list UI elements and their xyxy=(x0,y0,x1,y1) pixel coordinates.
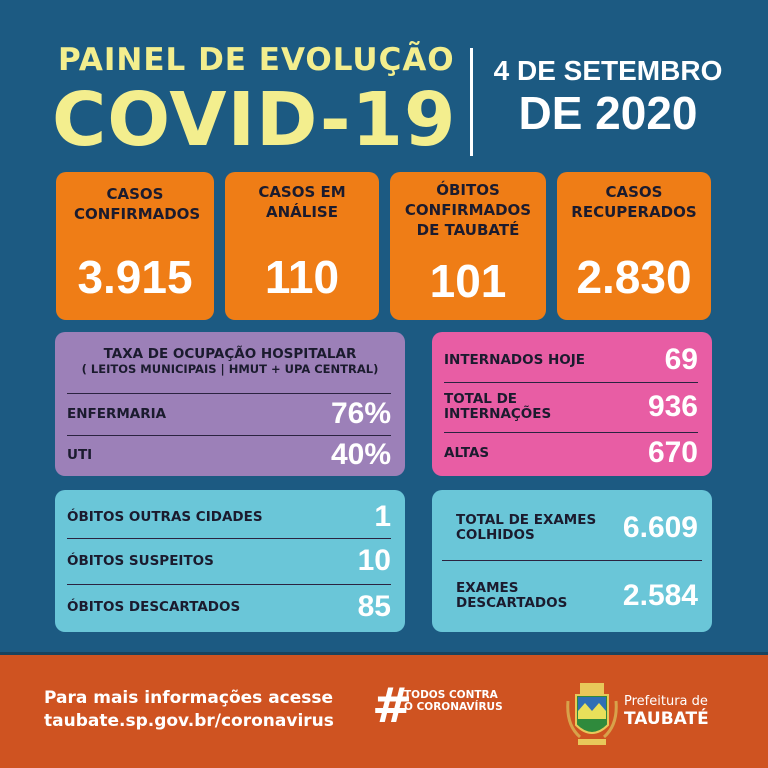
row-label: TOTAL DE EXAMES COLHIDOS xyxy=(456,512,597,543)
occupancy-panel: TAXA DE OCUPAÇÃO HOSPITALAR ( LEITOS MUN… xyxy=(55,332,405,476)
row-label: TOTAL DE INTERNAÇÕES xyxy=(444,391,552,422)
row-label: ÓBITOS DESCARTADOS xyxy=(67,599,241,615)
occupancy-title: TAXA DE OCUPAÇÃO HOSPITALAR xyxy=(103,346,357,362)
card-label: CASOS EM ANÁLISE xyxy=(258,183,346,221)
deaths-row: ÓBITOS OUTRAS CIDADES 1 xyxy=(67,496,391,538)
card-recovered: CASOS RECUPERADOS 2.830 xyxy=(557,172,711,320)
info-link[interactable]: taubate.sp.gov.br/coronavirus xyxy=(44,711,334,731)
row-label: EXAMES DESCARTADOS xyxy=(456,580,568,611)
row-value: 40% xyxy=(330,438,391,471)
campaign-text: TODOS CONTRA O CORONAVÍRUS xyxy=(404,689,503,713)
row-value: 85 xyxy=(357,590,391,623)
row-value: 76% xyxy=(330,397,391,430)
card-label: CASOS RECUPERADOS xyxy=(571,183,697,221)
panel-title: PAINEL DE EVOLUÇÃO xyxy=(58,42,455,78)
divider xyxy=(444,432,698,433)
row-value: 936 xyxy=(647,390,698,423)
footer: Para mais informações acesse taubate.sp.… xyxy=(0,652,768,768)
row-label: ÓBITOS OUTRAS CIDADES xyxy=(67,509,263,525)
card-deaths: ÓBITOS CONFIRMADOS DE TAUBATÉ 101 xyxy=(390,172,546,320)
card-label: ÓBITOS CONFIRMADOS DE TAUBATÉ xyxy=(404,181,532,239)
hospital-row: TOTAL DE INTERNAÇÕES 936 xyxy=(444,383,698,431)
hospital-row: INTERNADOS HOJE 69 xyxy=(444,338,698,382)
deaths-row: ÓBITOS SUSPEITOS 10 xyxy=(67,539,391,583)
divider xyxy=(470,48,473,156)
row-label: ENFERMARIA xyxy=(67,406,167,422)
occupancy-row-icu: UTI 40% xyxy=(67,436,391,474)
coat-of-arms-icon xyxy=(566,683,618,745)
card-analysis: CASOS EM ANÁLISE 110 xyxy=(225,172,379,320)
row-value: 1 xyxy=(374,500,391,533)
hospital-row: ALTAS 670 xyxy=(444,433,698,473)
date-line1: 4 DE SETEMBRO xyxy=(493,55,723,86)
info-text: Para mais informações acesse taubate.sp.… xyxy=(44,687,334,733)
exams-row: TOTAL DE EXAMES COLHIDOS 6.609 xyxy=(456,502,698,554)
org-line1: Prefeitura de xyxy=(624,694,708,709)
card-value: 110 xyxy=(264,251,340,303)
divider xyxy=(67,393,391,394)
row-label: ÓBITOS SUSPEITOS xyxy=(67,553,214,569)
exams-panel: TOTAL DE EXAMES COLHIDOS 6.609 EXAMES DES… xyxy=(432,490,712,632)
row-value: 2.584 xyxy=(622,579,698,612)
occupancy-row-ward: ENFERMARIA 76% xyxy=(67,394,391,434)
card-value: 3.915 xyxy=(77,251,193,303)
info-line1: Para mais informações acesse xyxy=(44,688,334,708)
deaths-panel: ÓBITOS OUTRAS CIDADES 1 ÓBITOS SUSPEITOS 1… xyxy=(55,490,405,632)
card-confirmed: CASOS CONFIRMADOS 3.915 xyxy=(56,172,214,320)
row-label: ALTAS xyxy=(444,445,490,461)
hashtag-icon: # xyxy=(372,678,413,734)
divider xyxy=(67,435,391,436)
divider xyxy=(442,560,702,561)
divider xyxy=(67,538,391,539)
card-value: 101 xyxy=(429,255,507,307)
exams-row: EXAMES DESCARTADOS 2.584 xyxy=(456,570,698,622)
row-value: 6.609 xyxy=(622,511,698,544)
covid-title: COVID-19 xyxy=(52,77,457,163)
card-value: 2.830 xyxy=(576,251,692,303)
occupancy-subtitle: ( LEITOS MUNICIPAIS | HMUT + UPA CENTRAL… xyxy=(81,362,379,376)
row-value: 69 xyxy=(664,343,698,376)
deaths-row: ÓBITOS DESCARTADOS 85 xyxy=(67,585,391,629)
date-line2: DE 2020 xyxy=(518,87,698,139)
hospital-panel: INTERNADOS HOJE 69 TOTAL DE INTERNAÇÕES 93… xyxy=(432,332,712,476)
org-line2: TAUBATÉ xyxy=(624,709,709,729)
divider xyxy=(444,382,698,383)
row-value: 10 xyxy=(357,544,391,577)
row-label: UTI xyxy=(67,447,93,463)
row-value: 670 xyxy=(647,436,698,469)
card-label: CASOS CONFIRMADOS xyxy=(74,185,201,223)
row-label: INTERNADOS HOJE xyxy=(444,352,586,368)
divider xyxy=(67,584,391,585)
